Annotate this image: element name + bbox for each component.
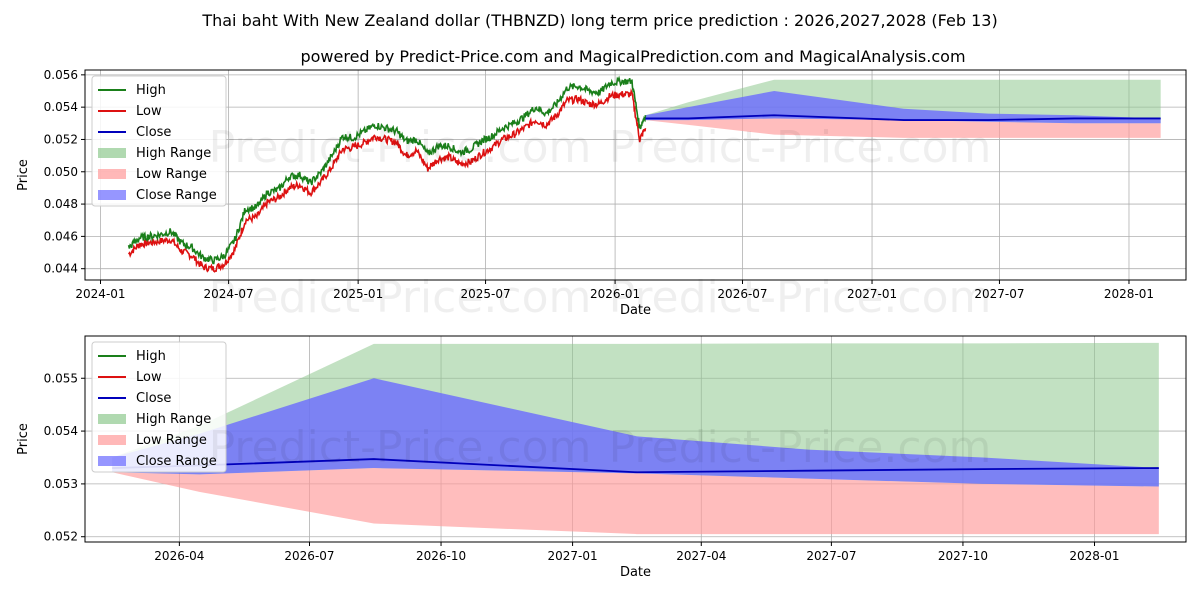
legend-label: Low xyxy=(136,104,162,119)
y-axis-label: Price xyxy=(16,423,31,455)
legend-label: Close xyxy=(136,125,171,140)
low-range-band xyxy=(112,468,1159,535)
x-tick-label: 2027-07 xyxy=(974,287,1024,301)
y-tick-label: 0.055 xyxy=(44,371,78,385)
y-tick-label: 0.044 xyxy=(44,262,78,276)
plot-frame xyxy=(84,335,1187,543)
x-tick-label: 2028-01 xyxy=(1069,549,1119,563)
chart-subtitle: powered by Predict-Price.com and Magical… xyxy=(300,47,965,66)
low-series-line xyxy=(127,87,647,273)
close-forecast-line xyxy=(645,114,1161,121)
x-tick-label: 2026-01 xyxy=(590,287,640,301)
legend-swatch-high_range xyxy=(98,148,126,158)
y-tick-label: 0.053 xyxy=(44,477,78,491)
watermark-bottom-left: Predict-Price.com xyxy=(209,422,592,473)
watermark-bottom-right: Predict-Price.com xyxy=(609,422,992,473)
legend-swatch-high_range xyxy=(98,414,126,424)
x-axis-label: Date xyxy=(620,303,651,318)
watermark-top-left: Predict-Price.com xyxy=(209,122,592,173)
x-tick-label: 2027-01 xyxy=(548,549,598,563)
legend-label: Low Range xyxy=(136,167,207,182)
y-tick-label: 0.054 xyxy=(44,100,78,114)
y-tick-label: 0.054 xyxy=(44,424,78,438)
x-tick-label: 2027-10 xyxy=(938,549,988,563)
high-series-line xyxy=(127,75,647,265)
legend-label: High Range xyxy=(136,146,211,161)
watermark-top-right: Predict-Price.com xyxy=(609,122,992,173)
legend-swatch-low_range xyxy=(98,169,126,179)
x-tick-label: 2026-07 xyxy=(284,549,334,563)
y-tick-label: 0.050 xyxy=(44,165,78,179)
y-tick-label: 0.056 xyxy=(44,68,78,82)
x-axis-label: Date xyxy=(620,565,651,580)
y-tick-label: 0.052 xyxy=(44,132,78,146)
y-tick-label: 0.046 xyxy=(44,229,78,243)
legend: High Low Close High Range Low Range Close Ran… xyxy=(91,341,227,473)
legend-label: High Range xyxy=(136,412,211,427)
legend-swatch-low_range xyxy=(98,435,126,445)
watermark-mid-left: Predict-Price.com xyxy=(209,272,592,323)
x-tick-label: 2025-01 xyxy=(333,287,383,301)
legend-label: Close xyxy=(136,391,171,406)
x-tick-label: 2027-01 xyxy=(847,287,897,301)
x-tick-label: 2027-07 xyxy=(806,549,856,563)
legend-label: High xyxy=(136,83,166,98)
x-tick-label: 2026-04 xyxy=(154,549,204,563)
legend-label: Low Range xyxy=(136,433,207,448)
x-tick-label: 2027-04 xyxy=(676,549,726,563)
plot-frame xyxy=(84,69,1187,281)
x-tick-label: 2026-07 xyxy=(717,287,767,301)
x-tick-label: 2024-07 xyxy=(204,287,254,301)
chart-title: Thai baht With New Zealand dollar (THBNZ… xyxy=(201,11,997,30)
x-tick-label: 2024-01 xyxy=(75,287,125,301)
legend-label: Close Range xyxy=(136,188,217,203)
low-range-band xyxy=(645,118,1161,138)
y-axis-label: Price xyxy=(16,159,31,191)
legend: High Low Close High Range Low Range Close Ran… xyxy=(91,75,227,207)
legend-label: Close Range xyxy=(136,454,217,469)
legend-label: High xyxy=(136,349,166,364)
watermark-mid-right: Predict-Price.com xyxy=(609,272,992,323)
top-panel: 2024-01 2024-07 2025-01 2025-07 2026-01 2026-… xyxy=(16,68,1187,318)
legend-label: Low xyxy=(136,370,162,385)
bottom-panel: 2026-04 2026-07 2026-10 2027-01 2027-04 2027-… xyxy=(16,335,1187,580)
x-tick-label: 2025-07 xyxy=(460,287,510,301)
legend-swatch-close_range xyxy=(98,190,126,200)
x-tick-label: 2028-01 xyxy=(1104,287,1154,301)
legend-swatch-close_range xyxy=(98,456,126,466)
y-tick-label: 0.048 xyxy=(44,197,78,211)
x-tick-label: 2026-10 xyxy=(416,549,466,563)
y-tick-label: 0.052 xyxy=(44,530,78,544)
